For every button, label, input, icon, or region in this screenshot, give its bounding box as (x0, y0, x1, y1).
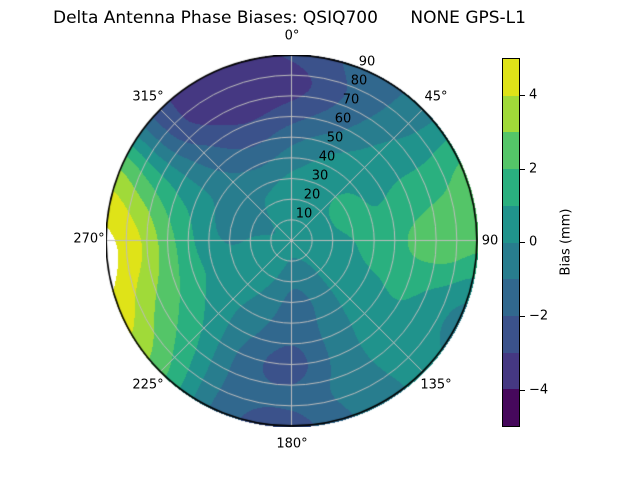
polar-contour-plot (106, 55, 478, 427)
radial-tick-30: 30 (311, 168, 329, 184)
radial-tick-60: 60 (334, 111, 352, 127)
radial-tick-20: 20 (303, 187, 321, 203)
angle-label-90: 90 (481, 233, 499, 249)
radial-tick-70: 70 (342, 92, 360, 108)
colorbar-band--1-to-0 (503, 242, 519, 280)
colorbar-ticklabel-0: 0 (529, 234, 538, 250)
angle-label-0: 0° (284, 28, 300, 44)
chart-title: Delta Antenna Phase Biases: QSIQ700 NONE… (53, 8, 526, 28)
colorbar-band--2-to--1 (503, 279, 519, 316)
radial-tick-10: 10 (295, 206, 313, 222)
colorbar-tickmark-4 (520, 95, 525, 96)
colorbar-tickmark--4 (520, 390, 525, 391)
colorbar-ticklabel--2: −2 (529, 308, 549, 324)
colorbar-ticklabel-4: 4 (529, 87, 538, 103)
radial-tick-40: 40 (318, 149, 336, 165)
radial-tick-80: 80 (350, 73, 368, 89)
angle-label-315: 315° (132, 89, 164, 105)
colorbar-band-2-to-3 (503, 132, 519, 170)
colorbar-ticklabel-2: 2 (529, 161, 538, 177)
colorbar-band-4-to-5 (503, 59, 519, 96)
angle-label-135: 135° (420, 377, 452, 393)
colorbar-axis-label: Bias (mm) (558, 208, 574, 276)
angle-label-225: 225° (132, 377, 164, 393)
colorbar (502, 58, 520, 427)
radial-tick-90: 90 (358, 54, 376, 70)
colorbar-band-1-to-2 (503, 169, 519, 206)
colorbar-tickmark-0 (520, 242, 525, 243)
colorbar-ticklabel--4: −4 (529, 382, 549, 398)
colorbar-tickmark--2 (520, 316, 525, 317)
angle-label-45: 45° (424, 89, 448, 105)
colorbar-band-0-to-1 (503, 205, 519, 243)
colorbar-band-3-to-4 (503, 95, 519, 133)
colorbar-band--3-to--2 (503, 315, 519, 353)
colorbar-tickmark-2 (520, 169, 525, 170)
colorbar-band--4-to--3 (503, 352, 519, 390)
angle-label-270: 270° (73, 231, 105, 247)
angle-label-180: 180° (276, 436, 308, 452)
colorbar-band--5-to--4 (503, 389, 519, 427)
radial-tick-50: 50 (326, 130, 344, 146)
